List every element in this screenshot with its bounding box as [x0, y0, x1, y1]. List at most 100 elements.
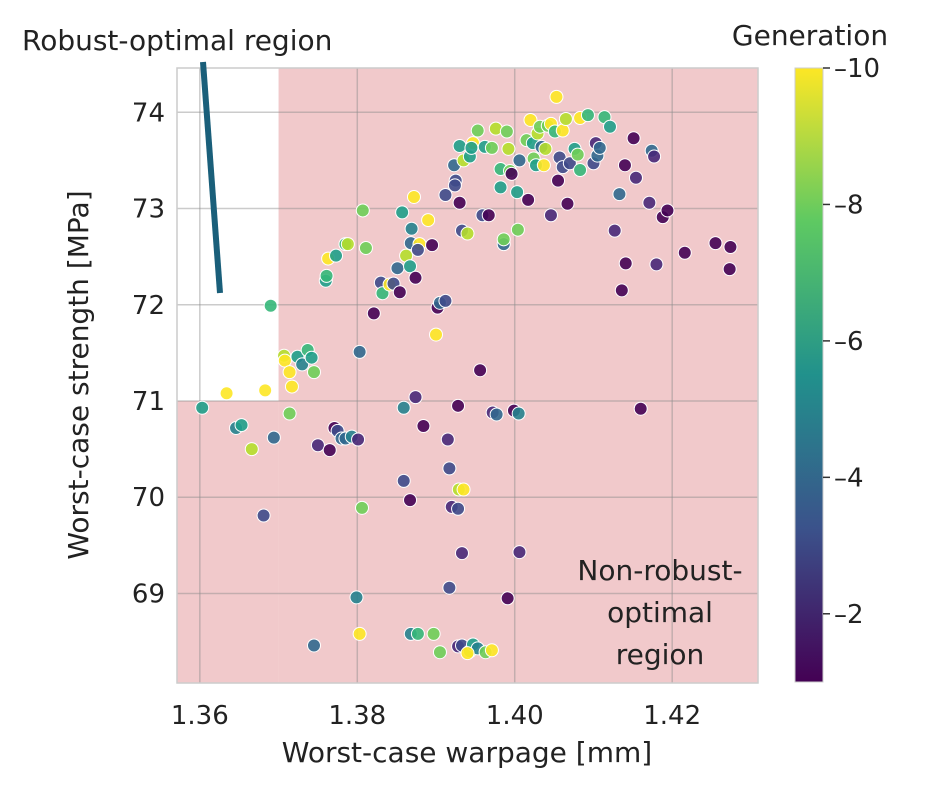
data-point: [660, 203, 675, 218]
regions: [177, 68, 758, 683]
colorbar-tick-label: –6: [834, 327, 864, 357]
data-point: [543, 208, 558, 223]
data-point: [329, 248, 344, 263]
data-point: [306, 365, 321, 380]
data-point: [473, 363, 488, 378]
data-point: [592, 140, 607, 155]
data-point: [501, 141, 516, 156]
data-point: [470, 123, 485, 138]
data-point: [410, 242, 425, 257]
data-point: [256, 508, 271, 523]
data-point: [406, 189, 421, 204]
data-point: [628, 170, 643, 185]
data-point: [258, 383, 273, 398]
y-tick-label: 69: [132, 579, 165, 609]
data-point: [504, 166, 519, 181]
data-point: [649, 257, 664, 272]
data-point: [366, 306, 381, 321]
colorbar-tick-label: –8: [834, 190, 864, 220]
data-point: [496, 232, 511, 247]
data-point: [304, 350, 319, 365]
data-point: [351, 432, 366, 447]
data-point: [512, 545, 527, 560]
y-axis-label: Worst-case strength [MPa]: [62, 190, 95, 559]
x-axis-label: Worst-case warpage [mm]: [282, 736, 652, 769]
y-tick-label: 70: [132, 483, 165, 513]
data-point: [403, 259, 418, 274]
data-point: [633, 401, 648, 416]
data-point: [617, 158, 632, 173]
data-point: [512, 153, 527, 168]
data-point: [408, 270, 423, 285]
data-point: [263, 298, 278, 313]
data-point: [452, 195, 467, 210]
data-point: [456, 482, 471, 497]
data-point: [416, 419, 431, 434]
data-point: [234, 418, 249, 433]
non-robust-region-annotation-line2: optimal: [607, 596, 713, 629]
data-point: [484, 140, 499, 155]
data-point: [551, 173, 566, 188]
data-point: [647, 149, 662, 164]
data-point: [195, 400, 210, 415]
non-robust-region-bottom: [177, 401, 279, 683]
data-point: [460, 646, 475, 661]
non-robust-region-annotation-line1: Non-robust-: [577, 554, 742, 587]
data-point: [310, 438, 325, 453]
x-tick-label: 1.40: [486, 701, 544, 731]
data-point: [355, 203, 370, 218]
data-point: [677, 245, 692, 260]
data-point: [452, 138, 467, 153]
data-point: [549, 89, 564, 104]
y-tick-label: 72: [132, 291, 165, 321]
data-point: [510, 185, 525, 200]
data-point: [626, 131, 641, 146]
data-point: [642, 195, 657, 210]
non-robust-region-right: [278, 68, 758, 683]
y-tick-label: 74: [132, 98, 165, 128]
colorbar-ticks: –2 –4 –6 –8 –10: [823, 54, 880, 630]
data-point: [493, 180, 508, 195]
data-point: [560, 196, 575, 211]
data-point: [429, 327, 444, 342]
colorbar-tick-label: –10: [834, 54, 880, 84]
data-point: [451, 398, 466, 413]
data-point: [404, 221, 419, 236]
data-point: [396, 473, 411, 488]
points: [195, 89, 738, 661]
data-point: [722, 262, 737, 277]
robust-region-arrow: [200, 61, 223, 294]
plot-frame: [176, 67, 759, 684]
data-point: [244, 442, 259, 457]
y-tick-label: 71: [132, 387, 165, 417]
data-point: [266, 430, 281, 445]
data-point: [464, 140, 479, 155]
data-point: [538, 141, 553, 156]
x-tick-label: 1.36: [171, 701, 229, 731]
data-point: [573, 163, 588, 178]
data-point: [536, 158, 551, 173]
data-point: [500, 591, 515, 606]
data-point: [562, 156, 577, 171]
y-ticks: 69 70 71 72 73 74: [132, 98, 165, 609]
data-point: [523, 112, 538, 127]
data-point: [358, 240, 373, 255]
x-tick-label: 1.42: [643, 701, 701, 731]
data-point: [612, 187, 627, 202]
data-point: [440, 432, 455, 447]
data-point: [454, 546, 469, 561]
data-point: [349, 590, 364, 605]
data-point: [447, 178, 462, 193]
data-point: [521, 192, 536, 207]
data-point: [306, 638, 321, 653]
colorbar-tick-label: –4: [834, 463, 864, 493]
data-point: [438, 188, 453, 203]
colorbar-title: Generation: [732, 19, 888, 52]
data-point: [499, 124, 514, 139]
data-point: [425, 238, 440, 253]
non-robust-region-annotation-line3: region: [616, 638, 705, 671]
data-point: [442, 461, 457, 476]
data-point: [352, 344, 367, 359]
data-point: [438, 293, 453, 308]
data-point: [489, 407, 504, 422]
